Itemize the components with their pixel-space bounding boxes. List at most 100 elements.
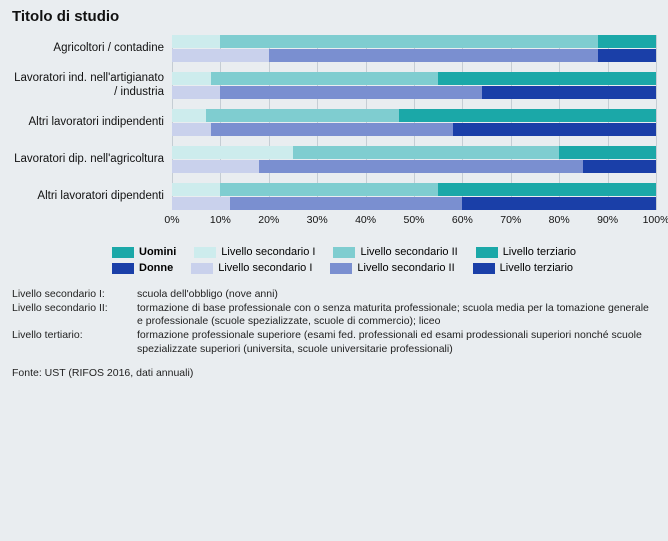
definitions: Livello secondario I:scuola dell'obbligo… [12, 288, 656, 357]
definition-desc: tormazione di base professionale con o s… [137, 302, 656, 328]
bar-segment [438, 183, 656, 196]
definition-row: Livello secondario II:tormazione di base… [12, 302, 656, 328]
axis-tick-label: 80% [549, 214, 570, 226]
category-row: Lavoratori ind. nell'artigianato / indus… [12, 72, 656, 99]
bar-segment [172, 197, 230, 210]
legend-swatch [112, 263, 134, 274]
bar-donne [172, 160, 656, 173]
legend: Uomini Livello secondario I Livello second… [12, 246, 656, 274]
bars-holder [172, 146, 656, 173]
bar-uomini [172, 35, 656, 48]
bar-segment [269, 49, 598, 62]
chart-title: Titolo di studio [12, 8, 656, 25]
bar-segment [220, 86, 481, 99]
chart-container: Titolo di studio 0% 10% 20% 30% 40% 50% 60% 70%… [0, 0, 668, 541]
bar-uomini [172, 183, 656, 196]
definition-term: Livello secondario I: [12, 288, 137, 301]
category-label: Altri lavoratori dipendenti [12, 190, 172, 203]
legend-item: Livello secondario II [333, 246, 457, 258]
bar-segment [206, 109, 400, 122]
bar-donne [172, 197, 656, 210]
category-row: Altri lavoratori indipendenti [12, 109, 656, 136]
legend-swatch [333, 247, 355, 258]
bar-pair [172, 183, 656, 210]
bar-segment [220, 35, 598, 48]
grid-line [656, 35, 657, 210]
bar-segment [172, 160, 259, 173]
legend-item-label: Livello secondario I [221, 246, 315, 258]
bar-segment [172, 72, 211, 85]
bar-segment [211, 123, 453, 136]
bar-segment [583, 160, 656, 173]
bar-segment [220, 183, 438, 196]
bar-segment [172, 123, 211, 136]
bar-segment [172, 86, 220, 99]
axis-tick-label: 30% [307, 214, 328, 226]
bar-uomini [172, 146, 656, 159]
chart-area: 0%10%20%30%40%50%60%70%80%90%100% Agrico… [12, 35, 656, 228]
axis-tick-label: 20% [258, 214, 279, 226]
bars-holder [172, 35, 656, 62]
axis-tick-label: 50% [403, 214, 424, 226]
legend-item-label: Livello terziario [503, 246, 576, 258]
bar-pair [172, 72, 656, 99]
category-row: Lavoratori dip. nell'agricoltura [12, 146, 656, 173]
axis-tick-label: 90% [597, 214, 618, 226]
legend-head: Donne [112, 262, 173, 274]
legend-head-label: Uomini [139, 246, 176, 258]
axis-tick-label: 100% [643, 214, 668, 226]
bar-segment [399, 109, 656, 122]
bar-segment [598, 35, 656, 48]
definition-term: Livello secondario II: [12, 302, 137, 328]
bar-uomini [172, 109, 656, 122]
legend-swatch [194, 247, 216, 258]
bar-segment [230, 197, 462, 210]
definition-desc: formazione professionale superiore (esam… [137, 329, 656, 355]
bar-segment [172, 49, 269, 62]
bar-segment [453, 123, 656, 136]
bar-donne [172, 49, 656, 62]
bars-holder [172, 183, 656, 210]
axis-tick-label: 0% [164, 214, 179, 226]
legend-item-label: Livello secondario II [360, 246, 457, 258]
legend-item: Livello secondario I [194, 246, 315, 258]
bar-segment [259, 160, 583, 173]
axis-tick-label: 60% [452, 214, 473, 226]
bars-holder [172, 72, 656, 99]
legend-row: Donne Livello secondario I Livello seconda… [112, 262, 656, 274]
legend-item: Livello secondario I [191, 262, 312, 274]
legend-item: Livello terziario [473, 262, 573, 274]
bar-segment [462, 197, 656, 210]
bar-segment [598, 49, 656, 62]
legend-swatch [476, 247, 498, 258]
category-row: Agricoltori / contadine [12, 35, 656, 62]
bars-holder [172, 109, 656, 136]
definition-term: Livello tertiario: [12, 329, 137, 355]
legend-head: Uomini [112, 246, 176, 258]
bar-segment [172, 35, 220, 48]
legend-swatch [191, 263, 213, 274]
definition-desc: scuola dell'obbligo (nove anni) [137, 288, 656, 301]
legend-item-label: Livello secondario II [357, 262, 454, 274]
bar-uomini [172, 72, 656, 85]
bar-pair [172, 146, 656, 173]
bar-pair [172, 109, 656, 136]
category-row: Altri lavoratori dipendenti [12, 183, 656, 210]
axis-tick-label: 70% [500, 214, 521, 226]
legend-row: Uomini Livello secondario I Livello second… [112, 246, 656, 258]
axis-tick-label: 40% [355, 214, 376, 226]
source-text: Fonte: UST (RIFOS 2016, dati annuali) [12, 367, 656, 379]
category-label: Lavoratori dip. nell'agricoltura [12, 153, 172, 166]
legend-item: Livello terziario [476, 246, 576, 258]
legend-head-label: Donne [139, 262, 173, 274]
bar-segment [293, 146, 559, 159]
legend-swatch [330, 263, 352, 274]
category-label: Altri lavoratori indipendenti [12, 116, 172, 129]
bar-segment [172, 183, 220, 196]
category-label: Lavoratori ind. nell'artigianato / indus… [12, 72, 172, 98]
bar-segment [438, 72, 656, 85]
definition-row: Livello tertiario:formazione professiona… [12, 329, 656, 355]
legend-swatch [112, 247, 134, 258]
axis-tick-label: 10% [210, 214, 231, 226]
bar-segment [559, 146, 656, 159]
